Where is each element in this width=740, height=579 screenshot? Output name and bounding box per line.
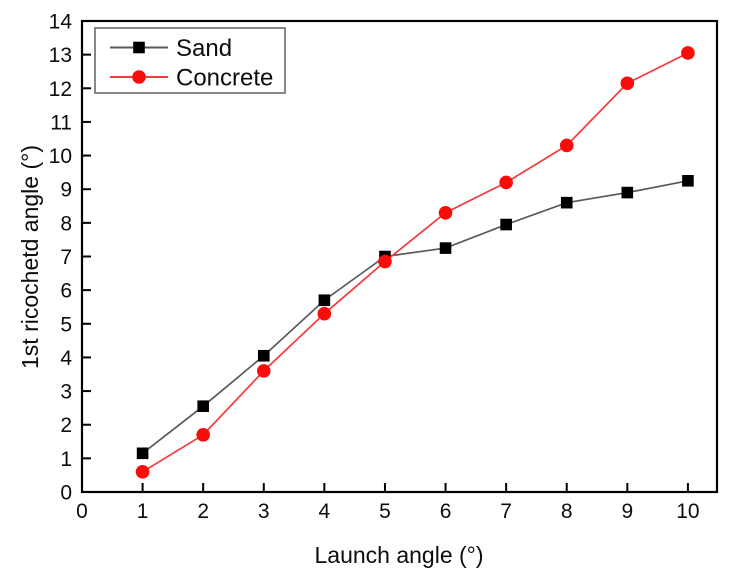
y-tick-label: 0: [60, 482, 72, 505]
y-tick-label: 9: [60, 179, 72, 202]
y-tick-label: 1: [60, 448, 72, 471]
y-tick-label: 3: [60, 381, 72, 404]
series-line-concrete: [142, 52, 689, 473]
y-tick-label: 6: [60, 280, 72, 303]
data-point-sand: [682, 175, 694, 187]
series-line-sand: [142, 179, 689, 454]
y-tick-label: 4: [60, 347, 72, 370]
data-point-concrete: [378, 254, 392, 269]
data-point-concrete: [196, 428, 210, 442]
data-point-concrete: [256, 364, 271, 378]
legend: Sand Concrete: [94, 27, 286, 94]
legend-marker-square: [133, 41, 145, 54]
data-point-sand: [136, 447, 149, 460]
data-point-sand: [621, 186, 634, 199]
legend-marker-circle: [132, 70, 146, 84]
x-tick-label: 0: [76, 500, 88, 523]
y-tick-label: 13: [49, 44, 72, 67]
x-tick-label: 4: [319, 500, 331, 523]
x-tick-label: 8: [561, 500, 573, 523]
y-axis-label: 1st ricochetd angle (°): [17, 145, 43, 369]
data-point-concrete: [681, 46, 695, 60]
data-point-concrete: [135, 465, 150, 479]
y-tick-label: 11: [50, 111, 72, 134]
x-tick-label: 2: [197, 500, 209, 523]
data-point-concrete: [438, 205, 453, 220]
x-tick-label: 7: [500, 500, 512, 523]
x-tick-label: 5: [379, 500, 391, 523]
series-concrete: [135, 46, 695, 479]
data-point-concrete: [559, 138, 574, 153]
x-tick-label: 6: [440, 500, 452, 523]
data-point-concrete: [317, 306, 332, 321]
x-tick-label: 1: [137, 500, 149, 523]
y-tick-label: 2: [60, 414, 72, 437]
data-point-sand: [257, 349, 270, 362]
series-sand: [136, 175, 694, 460]
legend-entry-concrete: Concrete: [110, 65, 273, 92]
legend-label: Concrete: [176, 65, 273, 92]
x-axis-ticks: 0 1 2 3 4 5 6 7 8 9 10: [76, 483, 700, 523]
y-tick-label: 8: [60, 212, 72, 235]
data-point-sand: [197, 400, 209, 413]
data-point-sand: [318, 294, 331, 307]
data-point-concrete: [620, 76, 635, 91]
y-tick-label: 12: [49, 78, 72, 101]
y-tick-label: 10: [49, 145, 72, 168]
x-tick-label: 9: [621, 500, 633, 523]
x-tick-label: 10: [676, 500, 699, 523]
data-point-sand: [439, 242, 452, 254]
y-tick-label: 7: [60, 246, 72, 269]
y-tick-label: 5: [60, 313, 72, 336]
y-tick-label: 14: [49, 11, 73, 34]
data-point-sand: [560, 196, 573, 209]
legend-entry-sand: Sand: [110, 35, 232, 62]
series-layer: [135, 46, 695, 479]
legend-label: Sand: [176, 35, 232, 62]
data-point-sand: [500, 218, 512, 231]
data-point-concrete: [499, 175, 513, 190]
legend-box: [94, 27, 286, 94]
x-tick-label: 3: [258, 500, 270, 523]
x-axis-label: Launch angle (°): [314, 542, 483, 568]
